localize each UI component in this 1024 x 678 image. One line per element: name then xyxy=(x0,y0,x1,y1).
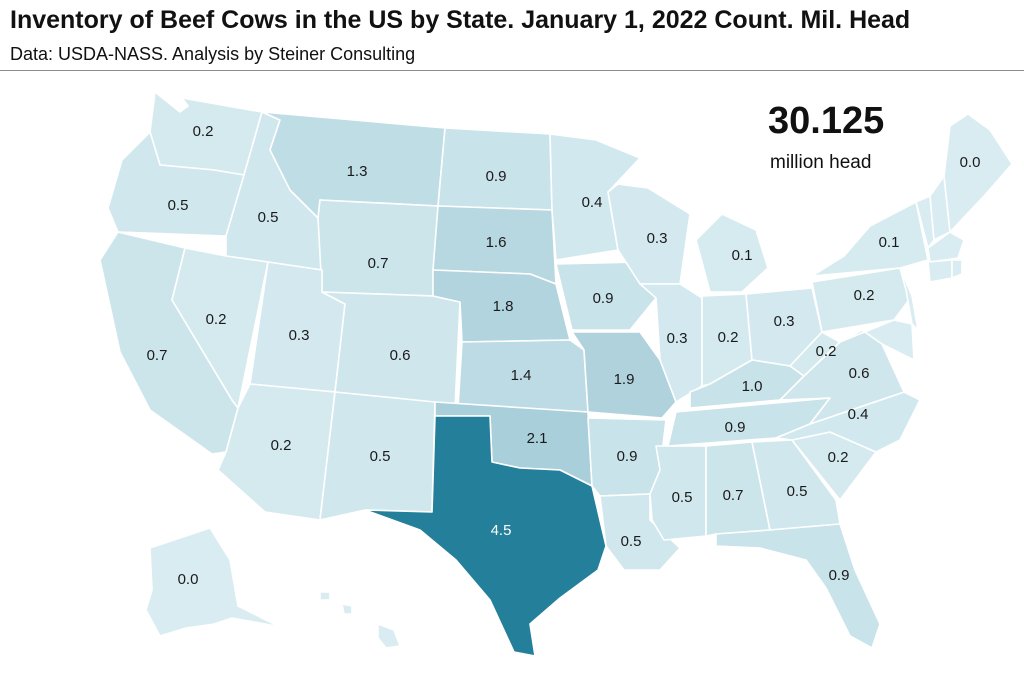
state-label-wi: 0.3 xyxy=(647,230,668,247)
state-label-mo: 1.9 xyxy=(614,371,635,388)
state-ak xyxy=(145,527,311,641)
state-nj xyxy=(899,267,919,331)
state-label-ks: 1.4 xyxy=(511,367,532,384)
state-label-ne: 1.8 xyxy=(493,298,514,315)
state-pa xyxy=(811,267,913,333)
map-title: Inventory of Beef Cows in the US by Stat… xyxy=(10,6,911,34)
state-label-al: 0.7 xyxy=(723,487,744,504)
state-ga xyxy=(751,439,841,531)
state-label-ak: 0.0 xyxy=(178,571,199,588)
state-label-tx: 4.5 xyxy=(491,522,512,539)
state-label-pa: 0.2 xyxy=(854,287,875,304)
state-ct xyxy=(927,259,953,283)
state-label-il: 0.3 xyxy=(667,330,688,347)
state-label-ut: 0.3 xyxy=(289,327,310,344)
state-label-fl: 0.9 xyxy=(829,567,850,584)
state-label-ky: 1.0 xyxy=(742,378,763,395)
state-tx xyxy=(364,415,607,657)
state-label-ms: 0.5 xyxy=(672,489,693,506)
state-ri xyxy=(951,259,963,279)
state-label-id: 0.5 xyxy=(258,209,279,226)
state-label-wa: 0.2 xyxy=(193,123,214,140)
state-me xyxy=(943,113,1013,233)
state-label-mn: 0.4 xyxy=(582,194,603,211)
state-mi xyxy=(695,213,769,293)
state-label-sd: 1.6 xyxy=(486,234,507,251)
state-label-nv: 0.2 xyxy=(206,311,227,328)
state-label-ok: 2.1 xyxy=(527,430,548,447)
state-label-ca: 0.7 xyxy=(147,347,168,364)
state-label-tn: 0.9 xyxy=(725,419,746,436)
state-ny xyxy=(811,201,929,277)
state-label-ia: 0.9 xyxy=(593,290,614,307)
state-label-co: 0.6 xyxy=(390,347,411,364)
state-label-la: 0.5 xyxy=(621,533,642,550)
state-label-wv: 0.2 xyxy=(816,343,837,360)
state-label-nm: 0.5 xyxy=(370,448,391,465)
state-hi-2 xyxy=(341,603,353,615)
state-hi-3 xyxy=(319,591,331,601)
state-label-or: 0.5 xyxy=(168,197,189,214)
map-subtitle: Data: USDA-NASS. Analysis by Steiner Con… xyxy=(10,44,416,64)
state-label-me: 0.0 xyxy=(960,154,981,171)
state-il xyxy=(639,283,703,403)
state-label-sc: 0.2 xyxy=(828,449,849,466)
total-inventory-value: 30.125 xyxy=(768,100,885,142)
state-label-az: 0.2 xyxy=(271,437,292,454)
state-nc xyxy=(775,391,921,453)
state-fl xyxy=(715,523,881,649)
state-wy xyxy=(317,199,439,297)
state-label-wy: 0.7 xyxy=(368,255,389,272)
state-value-labels: 0.2 0.5 0.7 0.5 0.2 1.3 0.7 0.3 0.2 0.6 0.5 0.9 1.6 1… xyxy=(147,123,981,588)
state-label-va: 0.6 xyxy=(849,365,870,382)
state-label-mt: 1.3 xyxy=(347,163,368,180)
state-mo xyxy=(571,331,677,419)
total-inventory-unit: million head xyxy=(770,152,872,173)
state-ma xyxy=(927,231,965,263)
state-label-oh: 0.3 xyxy=(774,313,795,330)
state-label-ny: 0.1 xyxy=(879,234,900,251)
state-hi-1 xyxy=(377,623,401,649)
header-divider xyxy=(0,70,1024,71)
state-label-mi: 0.1 xyxy=(732,247,753,264)
state-label-nd: 0.9 xyxy=(486,168,507,185)
state-label-ga: 0.5 xyxy=(787,483,808,500)
state-md xyxy=(839,319,915,361)
state-label-in: 0.2 xyxy=(718,329,739,346)
state-label-nc: 0.4 xyxy=(848,406,869,423)
state-label-ar: 0.9 xyxy=(617,448,638,465)
